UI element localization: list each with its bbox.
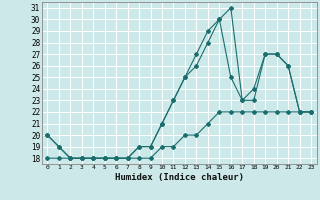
X-axis label: Humidex (Indice chaleur): Humidex (Indice chaleur) [115,173,244,182]
